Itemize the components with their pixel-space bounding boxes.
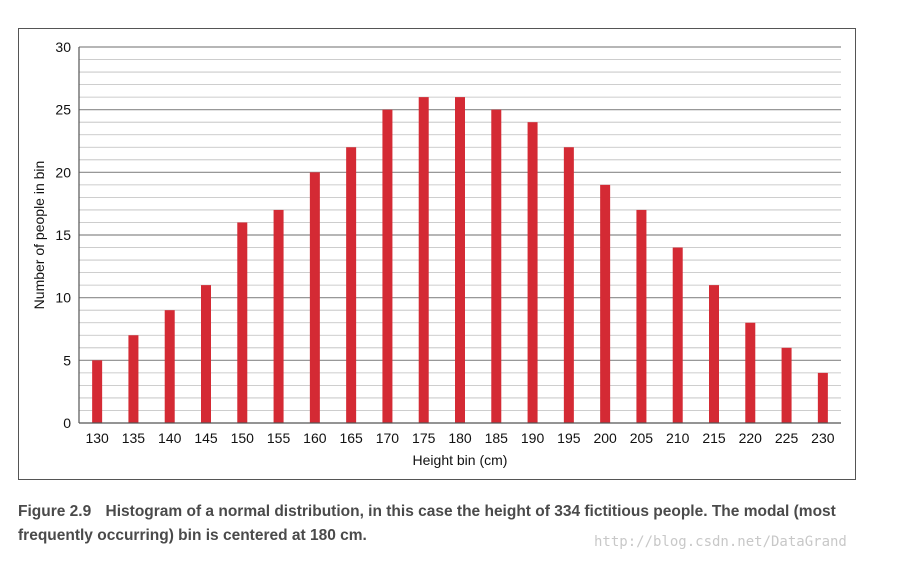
x-tick-label: 150	[231, 430, 255, 446]
bar-225	[781, 347, 792, 423]
x-tick-label: 230	[811, 430, 835, 446]
x-axis-title: Height bin (cm)	[413, 452, 508, 468]
x-tick-label: 215	[702, 430, 726, 446]
x-tick-label: 200	[593, 430, 617, 446]
x-tick-label: 220	[739, 430, 763, 446]
bar-230	[817, 372, 828, 423]
axes	[78, 47, 841, 424]
y-tick-label: 30	[55, 39, 71, 55]
y-tick-label: 10	[55, 290, 71, 306]
bar-150	[237, 222, 248, 423]
x-tick-label: 170	[376, 430, 400, 446]
bar-165	[346, 147, 357, 423]
bar-130	[92, 360, 103, 423]
bar-190	[527, 122, 538, 423]
bar-215	[709, 285, 719, 423]
bar-175	[418, 97, 429, 423]
bar-145	[201, 285, 211, 423]
bar-220	[745, 322, 756, 423]
bar-180	[455, 97, 465, 423]
x-tick-label: 165	[339, 430, 363, 446]
bar-210	[672, 247, 683, 423]
chart-frame: 0 5 10 15 20 25 30 130 135 140 145 150 155 160 165 170 1…	[18, 28, 856, 480]
y-tick-label: 25	[55, 102, 71, 118]
y-tick-label: 20	[55, 164, 71, 180]
bar-205	[636, 209, 647, 423]
x-tick-label: 135	[122, 430, 146, 446]
figure-caption: Figure 2.9 Histogram of a normal distrib…	[18, 500, 878, 548]
x-tick-label: 155	[267, 430, 291, 446]
x-tick-label: 190	[521, 430, 545, 446]
y-tick-label: 5	[63, 352, 71, 368]
bar-140	[164, 310, 175, 423]
x-tick-label: 140	[158, 430, 182, 446]
x-tick-label: 145	[194, 430, 218, 446]
bar-155	[273, 209, 284, 423]
watermark: http://blog.csdn.net/DataGrand	[594, 534, 847, 550]
x-tick-label: 225	[775, 430, 799, 446]
x-tick-label: 205	[630, 430, 654, 446]
y-tick-label: 15	[55, 227, 71, 243]
bar-185	[491, 109, 502, 424]
tick-labels: 0 5 10 15 20 25 30 130 135 140 145 150 155 160 165 170 1…	[55, 39, 834, 446]
x-tick-label: 160	[303, 430, 327, 446]
bar-160	[309, 172, 320, 423]
x-tick-label: 210	[666, 430, 690, 446]
x-tick-label: 180	[448, 430, 472, 446]
bar-135	[128, 335, 139, 423]
x-tick-label: 130	[85, 430, 109, 446]
y-tick-label: 0	[63, 415, 71, 431]
bar-195	[563, 147, 574, 423]
caption-text: Histogram of a normal distribution, in t…	[18, 503, 836, 544]
histogram-chart: 0 5 10 15 20 25 30 130 135 140 145 150 155 160 165 170 1…	[31, 39, 841, 468]
bars	[92, 97, 828, 424]
x-tick-label: 195	[557, 430, 581, 446]
bar-170	[382, 109, 393, 424]
x-tick-label: 175	[412, 430, 436, 446]
x-tick-label: 185	[485, 430, 509, 446]
y-axis-title: Number of people in bin	[31, 161, 47, 310]
bar-200	[600, 184, 611, 423]
figure-label: Figure 2.9	[18, 503, 92, 520]
